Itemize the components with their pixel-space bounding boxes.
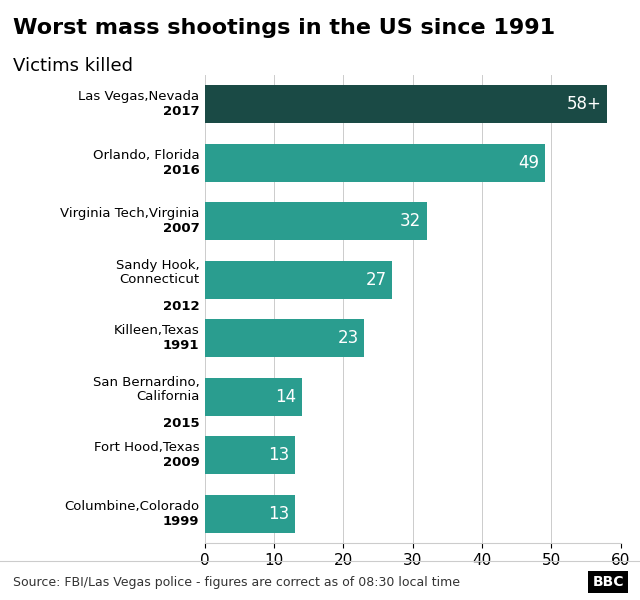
Text: 58+: 58+	[566, 95, 602, 113]
Text: Columbine,Colorado: Columbine,Colorado	[64, 500, 199, 512]
Text: Worst mass shootings in the US since 1991: Worst mass shootings in the US since 199…	[13, 18, 555, 38]
Text: 2009: 2009	[163, 457, 199, 469]
Text: Las Vegas,Nevada: Las Vegas,Nevada	[78, 90, 199, 103]
Text: Source: FBI/Las Vegas police - figures are correct as of 08:30 local time: Source: FBI/Las Vegas police - figures a…	[13, 576, 460, 589]
Text: Virginia Tech,Virginia: Virginia Tech,Virginia	[60, 207, 199, 220]
Text: 2017: 2017	[163, 106, 199, 118]
Bar	[205, 261, 392, 299]
Text: 27: 27	[365, 271, 387, 289]
Text: 2015: 2015	[163, 417, 199, 430]
Text: Connecticut: Connecticut	[119, 273, 199, 286]
Text: 13: 13	[268, 505, 289, 523]
Text: BBC: BBC	[593, 575, 624, 589]
Text: Killeen,Texas: Killeen,Texas	[113, 324, 199, 337]
Bar	[205, 436, 295, 474]
Text: 23: 23	[337, 329, 359, 347]
Text: 49: 49	[518, 154, 539, 172]
Bar	[205, 378, 302, 416]
Text: California: California	[136, 390, 199, 403]
Text: Fort Hood,Texas: Fort Hood,Texas	[93, 441, 199, 454]
Text: Victims killed: Victims killed	[13, 57, 133, 75]
Bar	[205, 85, 607, 123]
Text: 2016: 2016	[163, 164, 199, 177]
Bar	[205, 144, 545, 182]
Text: 13: 13	[268, 446, 289, 464]
Text: 1999: 1999	[163, 515, 199, 528]
Bar	[205, 495, 295, 533]
Text: 14: 14	[275, 388, 296, 406]
Bar	[205, 319, 364, 357]
Bar	[205, 202, 427, 240]
Text: 2007: 2007	[163, 223, 199, 235]
Text: 1991: 1991	[163, 340, 199, 352]
Text: Orlando, Florida: Orlando, Florida	[93, 149, 199, 161]
Text: San Bernardino,: San Bernardino,	[93, 376, 199, 389]
Text: 2012: 2012	[163, 300, 199, 313]
Text: Sandy Hook,: Sandy Hook,	[116, 259, 199, 272]
Text: 32: 32	[400, 212, 421, 230]
